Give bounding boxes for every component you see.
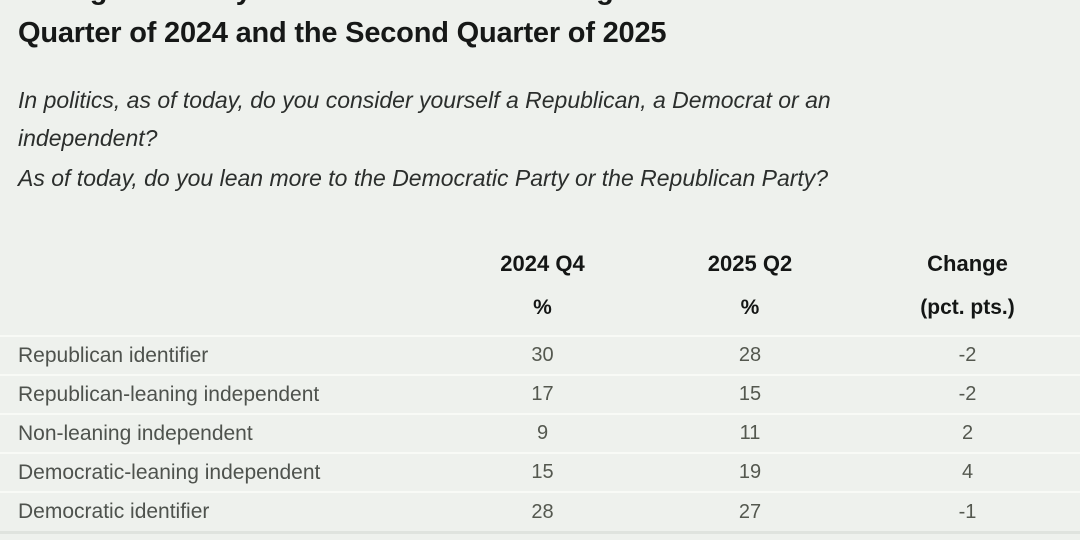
survey-question-1-line-1: In politics, as of today, do you conside… xyxy=(18,87,831,113)
table-header: 2024 Q4 2025 Q2 Change % % (pct. pts.) xyxy=(0,237,1080,336)
table-row-republican-leaning-independent: Republican-leaning independent 17 15 -2 xyxy=(0,375,1080,414)
page-title: Changes in Party Identification and Lean… xyxy=(18,0,1060,55)
value-2024-q4: 17 xyxy=(531,383,554,405)
unit-header-change: (pct. pts.) xyxy=(920,296,1015,319)
column-header-change: Change xyxy=(927,251,1008,276)
unit-header-2024-q4: % xyxy=(533,296,552,319)
value-2024-q4: 30 xyxy=(531,344,554,366)
survey-question-1: In politics, as of today, do you conside… xyxy=(18,81,1060,157)
row-label: Democratic identifier xyxy=(18,500,210,523)
page-title-line-1: Changes in Party Identification and Lean… xyxy=(18,0,1060,12)
row-label: Non-leaning independent xyxy=(18,421,253,445)
table-header-period-row: 2024 Q4 2025 Q2 Change xyxy=(0,237,1080,283)
row-label: Republican-leaning independent xyxy=(18,382,320,406)
column-header-2024-q4: 2024 Q4 xyxy=(500,251,585,276)
unit-header-2025-q2: % xyxy=(740,296,760,319)
survey-questions: In politics, as of today, do you conside… xyxy=(18,81,1060,197)
value-2025-q2: 11 xyxy=(739,422,761,444)
table-body: Republican identifier 30 28 -2 Republica… xyxy=(0,336,1080,531)
value-change: -1 xyxy=(958,500,977,523)
table-row-democratic-leaning-independent: Democratic-leaning independent 15 19 4 xyxy=(0,453,1080,492)
table-row-democratic-identifier: Democratic identifier 28 27 -1 xyxy=(0,492,1080,531)
value-2025-q2: 27 xyxy=(738,500,762,523)
value-change: -2 xyxy=(958,344,977,366)
header-spacer xyxy=(0,237,440,283)
table-row-non-leaning-independent: Non-leaning independent 9 11 2 xyxy=(0,414,1080,453)
value-2024-q4: 15 xyxy=(531,461,554,483)
survey-question-2: As of today, do you lean more to the Dem… xyxy=(18,165,829,191)
value-change: 4 xyxy=(961,461,974,483)
value-2025-q2: 15 xyxy=(738,383,762,405)
table-header-unit-row: % % (pct. pts.) xyxy=(0,283,1080,336)
survey-question-1-line-2: independent? xyxy=(18,125,158,151)
column-header-2025-q2: 2025 Q2 xyxy=(707,251,793,276)
header-spacer xyxy=(0,283,440,336)
bottom-edge-divider xyxy=(0,531,1080,534)
value-2025-q2: 19 xyxy=(738,461,762,483)
value-change: -2 xyxy=(958,383,977,405)
value-2024-q4: 9 xyxy=(536,422,549,444)
table-row-republican-identifier: Republican identifier 30 28 -2 xyxy=(0,336,1080,375)
party-identification-table: 2024 Q4 2025 Q2 Change % % (pct. pts.) R… xyxy=(0,237,1080,531)
page-title-line-2: Quarter of 2024 and the Second Quarter o… xyxy=(18,17,667,49)
value-change: 2 xyxy=(961,422,974,444)
row-label: Democratic-leaning independent xyxy=(18,460,321,484)
row-label: Republican identifier xyxy=(18,343,209,367)
value-2024-q4: 28 xyxy=(531,500,554,523)
value-2025-q2: 28 xyxy=(738,344,762,366)
report-header: Changes in Party Identification and Lean… xyxy=(0,0,1080,197)
